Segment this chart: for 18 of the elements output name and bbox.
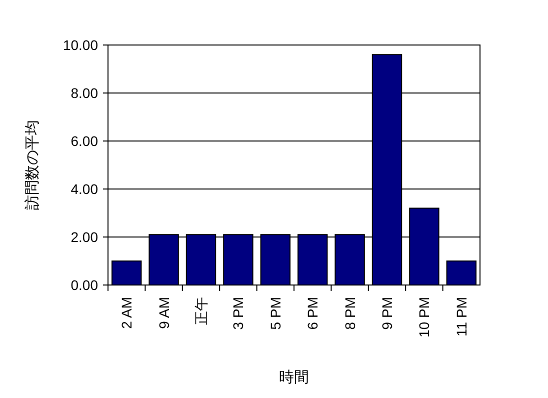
x-tick-label: 3 PM — [230, 297, 246, 330]
x-tick-label: 6 PM — [304, 297, 321, 330]
x-tick-label: 5 PM — [267, 297, 284, 330]
y-axis-title: 訪問数の平均 — [24, 120, 41, 210]
y-tick-label: 4.00 — [70, 181, 98, 197]
x-tick-label: 9 PM — [379, 297, 395, 330]
y-tick-label: 8.00 — [70, 85, 98, 101]
x-axis-title: 時間 — [279, 369, 309, 386]
y-tick-label: 2.00 — [70, 229, 98, 245]
y-tick-label: 0.00 — [70, 277, 98, 293]
x-tick-label: 10 PM — [416, 297, 432, 338]
y-tick-label: 6.00 — [70, 133, 98, 149]
y-tick-label: 10.00 — [62, 37, 98, 53]
x-tick-label: 9 AM — [156, 297, 172, 329]
x-tick-label: 2 AM — [118, 297, 135, 329]
x-tick-label: 正午 — [193, 297, 209, 325]
x-tick-label: 8 PM — [342, 297, 358, 330]
x-tick-label: 11 PM — [453, 297, 470, 336]
